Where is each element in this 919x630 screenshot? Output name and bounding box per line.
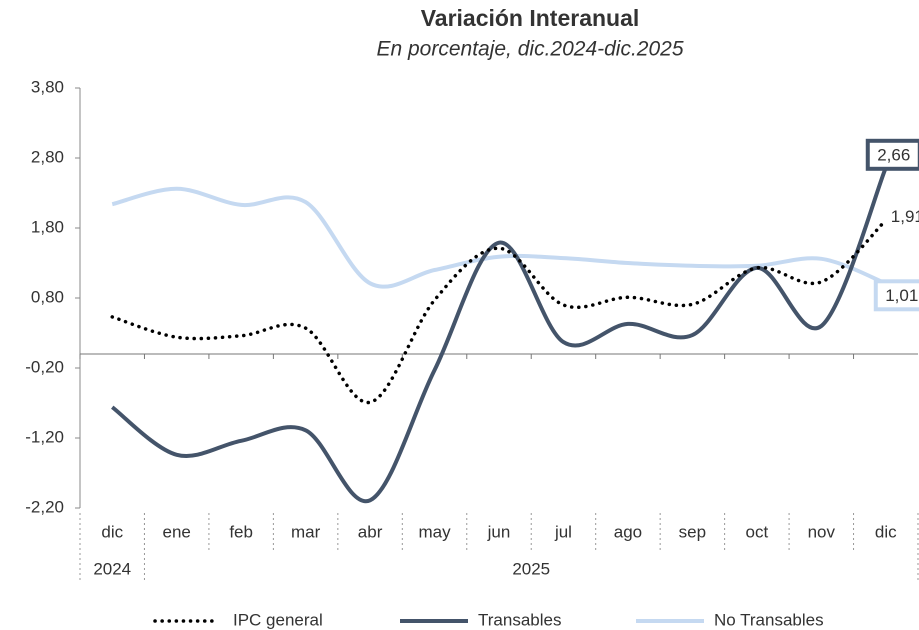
y-tick-label: 0,80 [31,287,64,306]
x-tick-label: jun [487,522,511,541]
x-group-label: 2025 [512,559,550,578]
x-tick-label: sep [679,522,706,541]
x-tick-label: jul [554,522,572,541]
y-tick-label: -0,20 [25,357,64,376]
series-line [111,186,887,289]
y-tick-label: 1,80 [31,217,64,236]
legend-label: IPC general [233,610,323,629]
x-tick-label: dic [101,522,123,541]
x-tick-label: mar [291,522,321,541]
x-tick-label: ago [614,522,642,541]
chart-title: Variación Interanual [421,5,640,31]
x-tick-label: may [418,522,451,541]
series-line [110,218,888,405]
x-group-label: 2024 [93,559,131,578]
value-label: 2,66 [877,145,910,164]
value-label: 1,01 [885,286,918,305]
y-tick-label: 3,80 [31,77,64,96]
legend-label: No Transables [714,610,824,629]
x-tick-label: ene [163,522,191,541]
chart-subtitle: En porcentaje, dic.2024-dic.2025 [376,38,683,61]
legend-label: Transables [478,610,561,629]
x-tick-label: feb [229,522,253,541]
y-tick-label: 2,80 [31,147,64,166]
series-line [111,167,888,504]
y-tick-label: -1,20 [25,427,64,446]
x-tick-label: abr [358,522,383,541]
x-tick-label: dic [875,522,897,541]
y-tick-label: -2,20 [25,497,64,516]
value-label-box [873,279,919,312]
value-label: 1,91 [891,207,919,226]
x-tick-label: nov [808,522,836,541]
value-label-box [865,138,919,171]
x-tick-label: oct [746,522,769,541]
